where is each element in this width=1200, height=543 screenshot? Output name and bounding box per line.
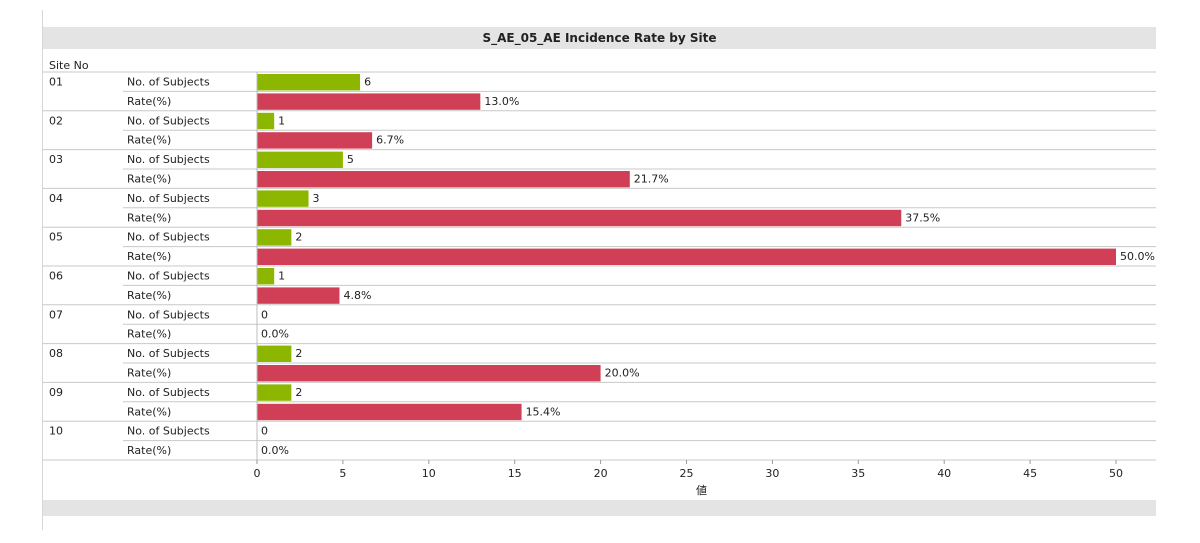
site-label: 03 [49, 153, 63, 166]
x-tick-label: 15 [508, 467, 522, 480]
rate-bar [257, 93, 481, 110]
x-tick-label: 20 [594, 467, 608, 480]
series-label: Rate(%) [127, 289, 171, 302]
rate-value-label: 0.0% [261, 328, 289, 341]
rate-bar [257, 248, 1116, 265]
subjects-value-label: 5 [347, 153, 354, 166]
series-label: Rate(%) [127, 405, 171, 418]
site-label: 02 [49, 114, 63, 127]
series-label: No. of Subjects [127, 231, 210, 244]
rate-bar [257, 403, 522, 421]
subjects-value-label: 0 [261, 308, 268, 321]
subjects-bar [257, 268, 275, 285]
x-tick-label: 0 [254, 467, 261, 480]
subjects-value-label: 1 [278, 114, 285, 127]
x-tick-label: 30 [765, 467, 779, 480]
x-tick-label: 25 [680, 467, 694, 480]
series-label: Rate(%) [127, 211, 171, 224]
group-header-label: Site No [49, 59, 89, 72]
series-label: Rate(%) [127, 367, 171, 380]
x-tick-label: 5 [339, 467, 346, 480]
series-label: No. of Subjects [127, 192, 210, 205]
x-axis-label: 値 [696, 484, 707, 497]
subjects-bar [257, 229, 292, 246]
series-label: No. of Subjects [127, 425, 210, 438]
rate-value-label: 6.7% [376, 134, 404, 147]
series-label: Rate(%) [127, 134, 171, 147]
chart-frame-border [42, 10, 43, 530]
rate-bar [257, 287, 340, 304]
subjects-bar [257, 151, 343, 168]
series-label: No. of Subjects [127, 386, 210, 399]
subjects-bar [257, 384, 292, 401]
subjects-value-label: 6 [364, 76, 371, 89]
rate-value-label: 20.0% [605, 367, 640, 380]
series-label: No. of Subjects [127, 270, 210, 283]
chart-title: S_AE_05_AE Incidence Rate by Site [482, 31, 717, 45]
site-label: 01 [49, 76, 63, 89]
rate-value-label: 50.0% [1120, 250, 1155, 263]
chart-footer-bar [43, 500, 1156, 516]
site-label: 09 [49, 386, 63, 399]
rate-value-label: 4.8% [343, 289, 371, 302]
subjects-value-label: 2 [295, 386, 302, 399]
site-label: 07 [49, 308, 63, 321]
site-label: 10 [49, 425, 63, 438]
site-label: 05 [49, 231, 63, 244]
rate-bar [257, 132, 373, 149]
x-tick-label: 40 [937, 467, 951, 480]
chart-title-bar: S_AE_05_AE Incidence Rate by Site [43, 27, 1156, 49]
series-label: Rate(%) [127, 250, 171, 263]
series-label: No. of Subjects [127, 76, 210, 89]
series-label: Rate(%) [127, 444, 171, 457]
series-label: Rate(%) [127, 328, 171, 341]
rate-value-label: 0.0% [261, 444, 289, 457]
series-label: Rate(%) [127, 173, 171, 186]
x-tick-label: 10 [422, 467, 436, 480]
rate-bar [257, 209, 902, 227]
rate-value-label: 37.5% [905, 211, 940, 224]
x-tick-label: 45 [1023, 467, 1037, 480]
subjects-value-label: 2 [295, 231, 302, 244]
subjects-bar [257, 190, 309, 207]
x-tick-label: 50 [1109, 467, 1123, 480]
series-label: No. of Subjects [127, 308, 210, 321]
series-label: Rate(%) [127, 95, 171, 108]
subjects-value-label: 2 [295, 347, 302, 360]
site-label: 08 [49, 347, 63, 360]
site-label: 06 [49, 270, 63, 283]
series-label: No. of Subjects [127, 153, 210, 166]
site-label: 04 [49, 192, 63, 205]
rate-value-label: 15.4% [526, 405, 561, 418]
series-label: No. of Subjects [127, 347, 210, 360]
subjects-bar [257, 112, 275, 130]
rate-value-label: 21.7% [634, 173, 669, 186]
subjects-value-label: 1 [278, 270, 285, 283]
rate-bar [257, 365, 601, 382]
rate-value-label: 13.0% [484, 95, 519, 108]
x-tick-label: 35 [851, 467, 865, 480]
series-label: No. of Subjects [127, 114, 210, 127]
subjects-value-label: 3 [313, 192, 320, 205]
subjects-bar [257, 345, 292, 362]
subjects-bar [257, 74, 361, 91]
subjects-value-label: 0 [261, 425, 268, 438]
rate-bar [257, 171, 630, 188]
